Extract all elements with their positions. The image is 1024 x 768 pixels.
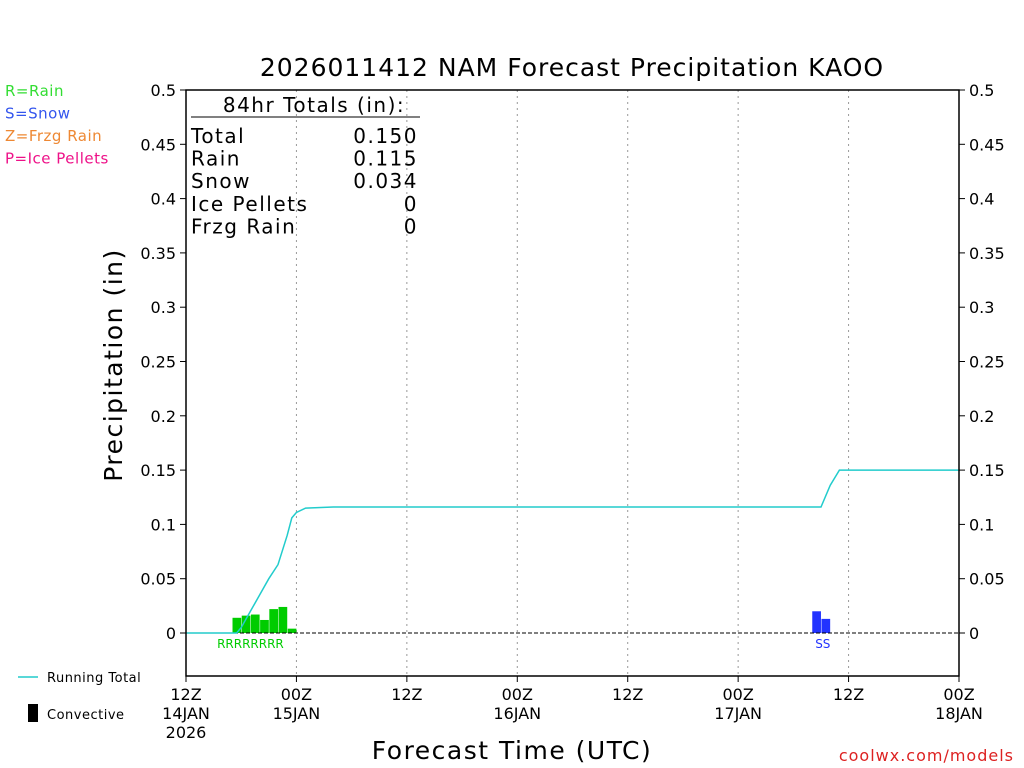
line-legend: Running Total Convective: [18, 671, 141, 723]
y-tick-label-left-9: 0.45: [140, 135, 176, 154]
type-legend-item-2: Z=Frzg Rain: [5, 127, 102, 145]
type-codes-snow: SS: [815, 637, 830, 651]
chart-title: 2026011412 NAM Forecast Precipitation KA…: [260, 53, 884, 82]
x-tick-label-0: 12Z: [170, 685, 201, 704]
y-tick-label-right-3: 0.15: [969, 461, 1005, 480]
y-tick-label-right-6: 0.3: [969, 298, 994, 317]
bar-snow-0: [812, 611, 821, 633]
x-tick-label-5: 00Z: [722, 685, 753, 704]
type-legend-item-3: P=Ice Pellets: [5, 150, 109, 168]
totals-label-0: Total: [190, 124, 245, 148]
plot-frame: [185, 89, 960, 677]
running-total-legend-label: Running Total: [47, 671, 141, 686]
totals-label-3: Ice Pellets: [191, 192, 308, 216]
x-tick-date-3: 16JAN: [493, 704, 541, 723]
convective-legend-swatch: [28, 704, 38, 722]
grid-lines: [295, 90, 850, 676]
y-tick-label-left-4: 0.2: [151, 407, 176, 426]
totals-value-2: 0.034: [353, 169, 418, 193]
y-tick-label-right-10: 0.5: [969, 81, 994, 100]
totals-value-1: 0.115: [353, 147, 418, 171]
y-tick-label-right-1: 0.05: [969, 570, 1005, 589]
bar-rain-6: [287, 628, 297, 633]
bar-snow-1: [821, 618, 831, 633]
y-tick-label-right-5: 0.25: [969, 353, 1005, 372]
bar-rain-3: [260, 619, 269, 633]
y-tick-label-left-5: 0.25: [140, 353, 176, 372]
y-tick-label-right-0: 0: [969, 624, 979, 643]
totals-value-4: 0: [404, 214, 418, 238]
axis-ticks: 0 00.05 0.050.1 0.10.15 0.150.2 0.20.25 0.250.…: [140, 81, 1004, 742]
y-tick-label-right-8: 0.4: [969, 190, 994, 209]
totals-label-2: Snow: [191, 169, 251, 193]
y-tick-label-right-2: 0.1: [969, 515, 994, 534]
bar-rain-1: [241, 615, 251, 633]
y-tick-label-left-3: 0.15: [140, 461, 176, 480]
totals-value-3: 0: [404, 192, 418, 216]
bar-rain-4: [269, 609, 279, 633]
totals-label-1: Rain: [191, 147, 241, 171]
type-codes-rain: RRRRRRRR: [217, 637, 284, 651]
totals-header: 84hr Totals (in):: [223, 93, 405, 117]
x-tick-date-7: 18JAN: [935, 704, 983, 723]
y-tick-label-right-9: 0.45: [969, 135, 1005, 154]
y-tick-label-left-8: 0.4: [151, 190, 176, 209]
type-legend-item-1: S=Snow: [5, 105, 71, 123]
y-tick-label-left-6: 0.3: [151, 298, 176, 317]
x-tick-date-1: 15JAN: [273, 704, 321, 723]
bar-rain-0: [232, 617, 242, 633]
convective-legend-label: Convective: [47, 708, 125, 723]
bar-rain-5: [278, 606, 288, 633]
y-tick-label-left-0: 0: [166, 624, 176, 643]
y-tick-label-left-2: 0.1: [151, 515, 176, 534]
y-tick-label-left-10: 0.5: [151, 81, 176, 100]
precip-bars: RRRRRRRR SS: [217, 606, 831, 651]
y-tick-label-right-7: 0.35: [969, 244, 1005, 263]
y-tick-label-right-4: 0.2: [969, 407, 994, 426]
x-tick-date-5: 17JAN: [714, 704, 762, 723]
x-tick-year-0: 2026: [166, 723, 207, 742]
x-tick-label-7: 00Z: [943, 685, 974, 704]
x-tick-label-6: 12Z: [833, 685, 864, 704]
totals-value-0: 0.150: [353, 124, 418, 148]
totals-label-4: Frzg Rain: [191, 214, 296, 238]
x-tick-label-4: 12Z: [612, 685, 643, 704]
watermark: coolwx.com/models: [839, 746, 1014, 765]
y-tick-label-left-7: 0.35: [140, 244, 176, 263]
y-axis-label: Precipitation (in): [99, 248, 128, 482]
totals-rows: Total 0.150 Rain 0.115 Snow 0.034 Ice Pellets 0…: [190, 124, 418, 238]
x-tick-label-1: 00Z: [281, 685, 312, 704]
bar-rain-2: [250, 614, 260, 633]
precip-type-legend: R=Rain S=Snow Z=Frzg Rain P=Ice Pellets: [5, 82, 109, 168]
type-legend-item-0: R=Rain: [5, 82, 64, 100]
y-tick-label-left-1: 0.05: [140, 570, 176, 589]
x-axis-label: Forecast Time (UTC): [372, 736, 652, 765]
x-tick-label-3: 00Z: [502, 685, 533, 704]
x-tick-date-0: 14JAN: [162, 704, 210, 723]
running-total-line: [186, 469, 959, 634]
x-tick-label-2: 12Z: [391, 685, 422, 704]
totals-box: 84hr Totals (in): Total 0.150 Rain 0.115 Sno…: [190, 93, 420, 238]
